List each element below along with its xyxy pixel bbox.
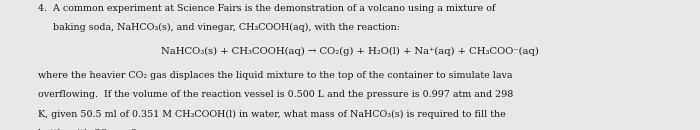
Text: bottle with CO₂ gas?: bottle with CO₂ gas? — [38, 129, 137, 130]
Text: baking soda, NaHCO₃(s), and vinegar, CH₃COOH(aq), with the reaction:: baking soda, NaHCO₃(s), and vinegar, CH₃… — [38, 23, 400, 32]
Text: where the heavier CO₂ gas displaces the liquid mixture to the top of the contain: where the heavier CO₂ gas displaces the … — [38, 71, 513, 80]
Text: 4.  A common experiment at Science Fairs is the demonstration of a volcano using: 4. A common experiment at Science Fairs … — [38, 4, 496, 13]
Text: overflowing.  If the volume of the reaction vessel is 0.500 L and the pressure i: overflowing. If the volume of the reacti… — [38, 90, 514, 99]
Text: NaHCO₃(s) + CH₃COOH(aq) → CO₂(g) + H₂O(l) + Na⁺(aq) + CH₃COO⁻(aq): NaHCO₃(s) + CH₃COOH(aq) → CO₂(g) + H₂O(l… — [161, 47, 539, 56]
Text: K, given 50.5 ml of 0.351 M CH₃COOH(l) in water, what mass of NaHCO₃(s) is requi: K, given 50.5 ml of 0.351 M CH₃COOH(l) i… — [38, 110, 506, 119]
